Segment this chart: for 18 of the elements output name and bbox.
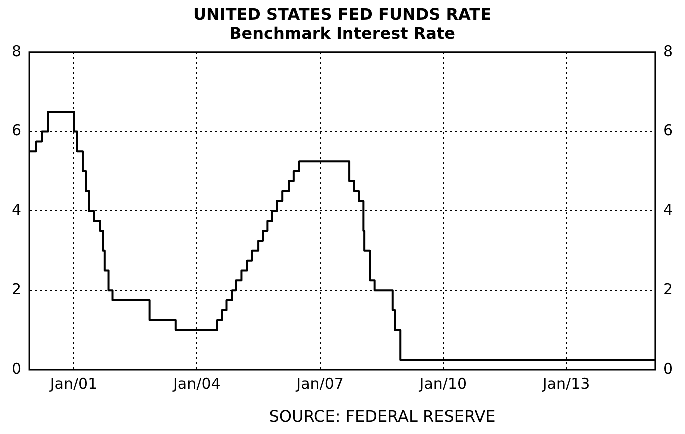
- y-tick-label: 4: [12, 201, 22, 220]
- x-tick-label: Jan/13: [542, 374, 590, 393]
- y-tick-label: 2: [12, 280, 22, 298]
- chart-title: UNITED STATES FED FUNDS RATE: [193, 4, 492, 24]
- source-note: SOURCE: FEDERAL RESERVE: [269, 407, 496, 426]
- y-tick-label: 6: [12, 122, 22, 140]
- x-tick-label: Jan/07: [296, 374, 344, 393]
- x-tick-label: Jan/01: [49, 374, 98, 393]
- y2-tick-label: 4: [663, 201, 674, 220]
- y2-tick-label: 2: [663, 280, 674, 298]
- y-tick-label: 8: [12, 42, 22, 60]
- y2-tick-label: 0: [663, 360, 674, 378]
- x-tick-label: Jan/04: [172, 374, 221, 393]
- x-tick-label: Jan/10: [418, 374, 468, 393]
- y-tick-label: 0: [12, 360, 22, 378]
- chart-subtitle: Benchmark Interest Rate: [230, 24, 456, 43]
- y2-tick-label: 6: [663, 122, 674, 140]
- y2-tick-label: 8: [663, 42, 674, 60]
